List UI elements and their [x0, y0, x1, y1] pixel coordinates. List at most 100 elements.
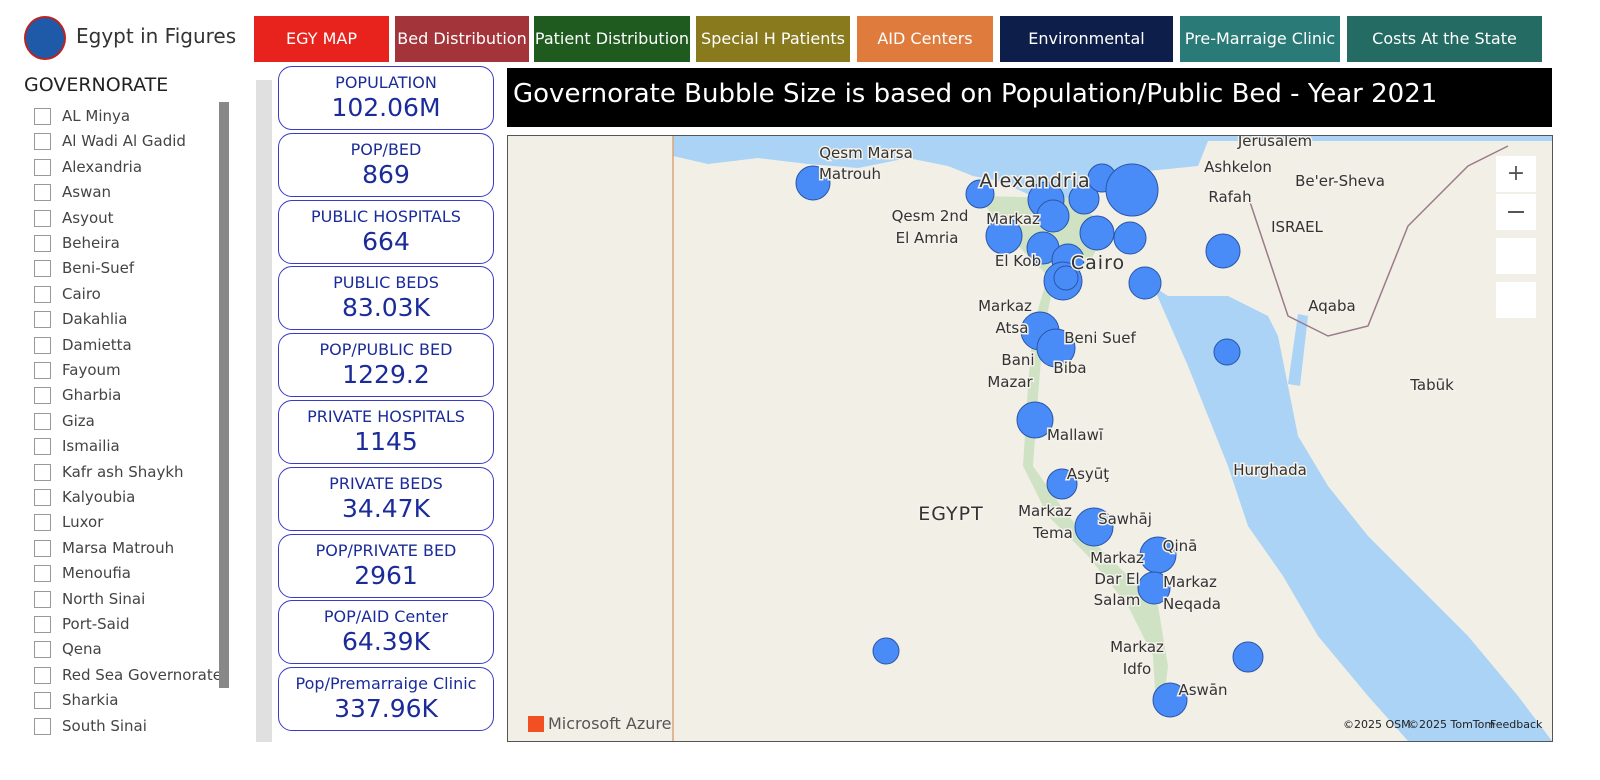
checkbox[interactable] [34, 438, 51, 456]
filter-item[interactable]: Kafr ash Shaykh [34, 462, 184, 482]
checkbox[interactable] [34, 666, 51, 684]
checkbox[interactable] [34, 311, 51, 329]
bubble[interactable] [1105, 163, 1159, 217]
filter-item[interactable]: South Sinai [34, 716, 147, 736]
filter-label: AL Minya [62, 107, 131, 125]
bubble[interactable] [1036, 328, 1076, 368]
filter-item[interactable]: Kalyoubia [34, 487, 135, 507]
filter-item[interactable]: Dakahlia [34, 309, 127, 329]
map-label: EGYPT [918, 503, 983, 525]
checkbox[interactable] [34, 387, 51, 405]
nav-button[interactable]: Pre-Marraige Clinic [1180, 16, 1340, 62]
kpi-value: 34.47K [342, 493, 430, 523]
filter-item[interactable]: Ismailia [34, 436, 120, 456]
checkbox[interactable] [34, 463, 51, 481]
filter-item[interactable]: Qena [34, 639, 102, 659]
filter-item[interactable]: Luxor [34, 512, 103, 532]
filter-label: Port-Said [62, 615, 130, 633]
nav-button[interactable]: Costs At the State [1347, 16, 1542, 62]
checkbox[interactable] [34, 717, 51, 735]
bubble[interactable] [1036, 199, 1070, 233]
checkbox[interactable] [34, 412, 51, 430]
nav-button[interactable]: AID Centers [857, 16, 993, 62]
bubble[interactable] [1068, 183, 1100, 215]
filter-item[interactable]: Sharkia [34, 690, 118, 710]
filter-item[interactable]: Aswan [34, 182, 111, 202]
bubble[interactable] [1213, 338, 1241, 366]
bubble[interactable] [1074, 507, 1114, 547]
filter-item[interactable]: Port-Said [34, 614, 130, 634]
bubble[interactable] [1232, 641, 1264, 673]
zoom-in[interactable] [1496, 156, 1536, 192]
map: Jerusalem Ashkelon Be'er-Sheva Rafah ISRAEL Q… [507, 135, 1553, 742]
map-label: Markaz [1110, 638, 1164, 656]
bubble[interactable] [1205, 233, 1241, 269]
checkbox[interactable] [34, 514, 51, 532]
checkbox[interactable] [34, 692, 51, 710]
filter-item[interactable]: Gharbia [34, 385, 121, 405]
bubble[interactable] [985, 217, 1023, 255]
checkbox[interactable] [34, 641, 51, 659]
checkbox[interactable] [34, 362, 51, 379]
checkbox[interactable] [34, 489, 51, 506]
map-label: Ashkelon [1204, 158, 1272, 176]
filter-label: Al Wadi Al Gadid [62, 132, 186, 151]
filter-item[interactable]: Al Wadi Al Gadid [34, 131, 186, 151]
filter-item[interactable]: Asyout [34, 208, 114, 228]
map-label: Aswān [1178, 681, 1227, 699]
filter-item[interactable]: Alexandria [34, 157, 142, 177]
border [1247, 145, 1509, 337]
bubble[interactable] [965, 179, 995, 209]
filter-label: Sharkia [62, 691, 119, 710]
checkbox[interactable] [34, 336, 51, 354]
filter-item[interactable]: Damietta [34, 335, 132, 355]
checkbox[interactable] [34, 285, 51, 303]
filter-label: Fayoum [62, 361, 121, 379]
checkbox[interactable] [34, 133, 51, 151]
checkbox[interactable] [34, 616, 51, 633]
bubble[interactable] [1053, 265, 1079, 291]
filter-item[interactable]: Red Sea Governorate [34, 665, 222, 685]
checkbox[interactable] [34, 590, 51, 608]
filter-item[interactable]: Cairo [34, 284, 101, 304]
nav-button[interactable]: Bed Distribution [395, 16, 529, 62]
checkbox[interactable] [34, 209, 51, 227]
map-label: Jerusalem [1237, 135, 1312, 150]
attribution: ©2025 OSM [1343, 718, 1411, 731]
filter-label: Cairo [62, 284, 101, 303]
filter-item[interactable]: Menoufia [34, 563, 131, 583]
filter-item[interactable]: AL Minya [34, 106, 130, 126]
bubble[interactable] [795, 165, 831, 201]
compass[interactable] [1496, 282, 1536, 318]
filter-item[interactable]: North Sinai [34, 589, 145, 609]
nav-button[interactable]: Patient Distribution [534, 16, 690, 62]
bubble[interactable] [1113, 221, 1147, 255]
pitch[interactable] [1496, 238, 1536, 274]
attribution[interactable]: Feedback [1490, 718, 1543, 731]
bubble[interactable] [1079, 215, 1115, 251]
nav-button[interactable]: EGY MAP [254, 16, 389, 62]
map-label: Qinā [1163, 537, 1198, 555]
bubble[interactable] [1137, 571, 1171, 605]
bubble[interactable] [1016, 401, 1054, 439]
checkbox[interactable] [34, 184, 51, 202]
checkbox[interactable] [34, 158, 51, 176]
filter-item[interactable]: Beheira [34, 233, 120, 253]
checkbox[interactable] [34, 565, 51, 583]
map-label: Mazar [987, 373, 1033, 391]
bubble[interactable] [1046, 468, 1078, 500]
checkbox[interactable] [34, 108, 51, 125]
checkbox[interactable] [34, 235, 51, 252]
checkbox[interactable] [34, 539, 51, 557]
filter-item[interactable]: Beni-Suef [34, 258, 134, 278]
checkbox[interactable] [34, 260, 51, 278]
filter-item[interactable]: Fayoum [34, 360, 121, 380]
bubble[interactable] [1128, 266, 1162, 300]
nav-button[interactable]: Special H Patients [696, 16, 850, 62]
filter-item[interactable]: Giza [34, 411, 95, 431]
scrollbar[interactable] [219, 102, 229, 688]
nav-button[interactable]: Environmental Health [1000, 16, 1173, 94]
bubble[interactable] [1152, 682, 1188, 718]
filter-item[interactable]: Marsa Matrouh [34, 538, 174, 558]
bubble[interactable] [872, 637, 900, 665]
